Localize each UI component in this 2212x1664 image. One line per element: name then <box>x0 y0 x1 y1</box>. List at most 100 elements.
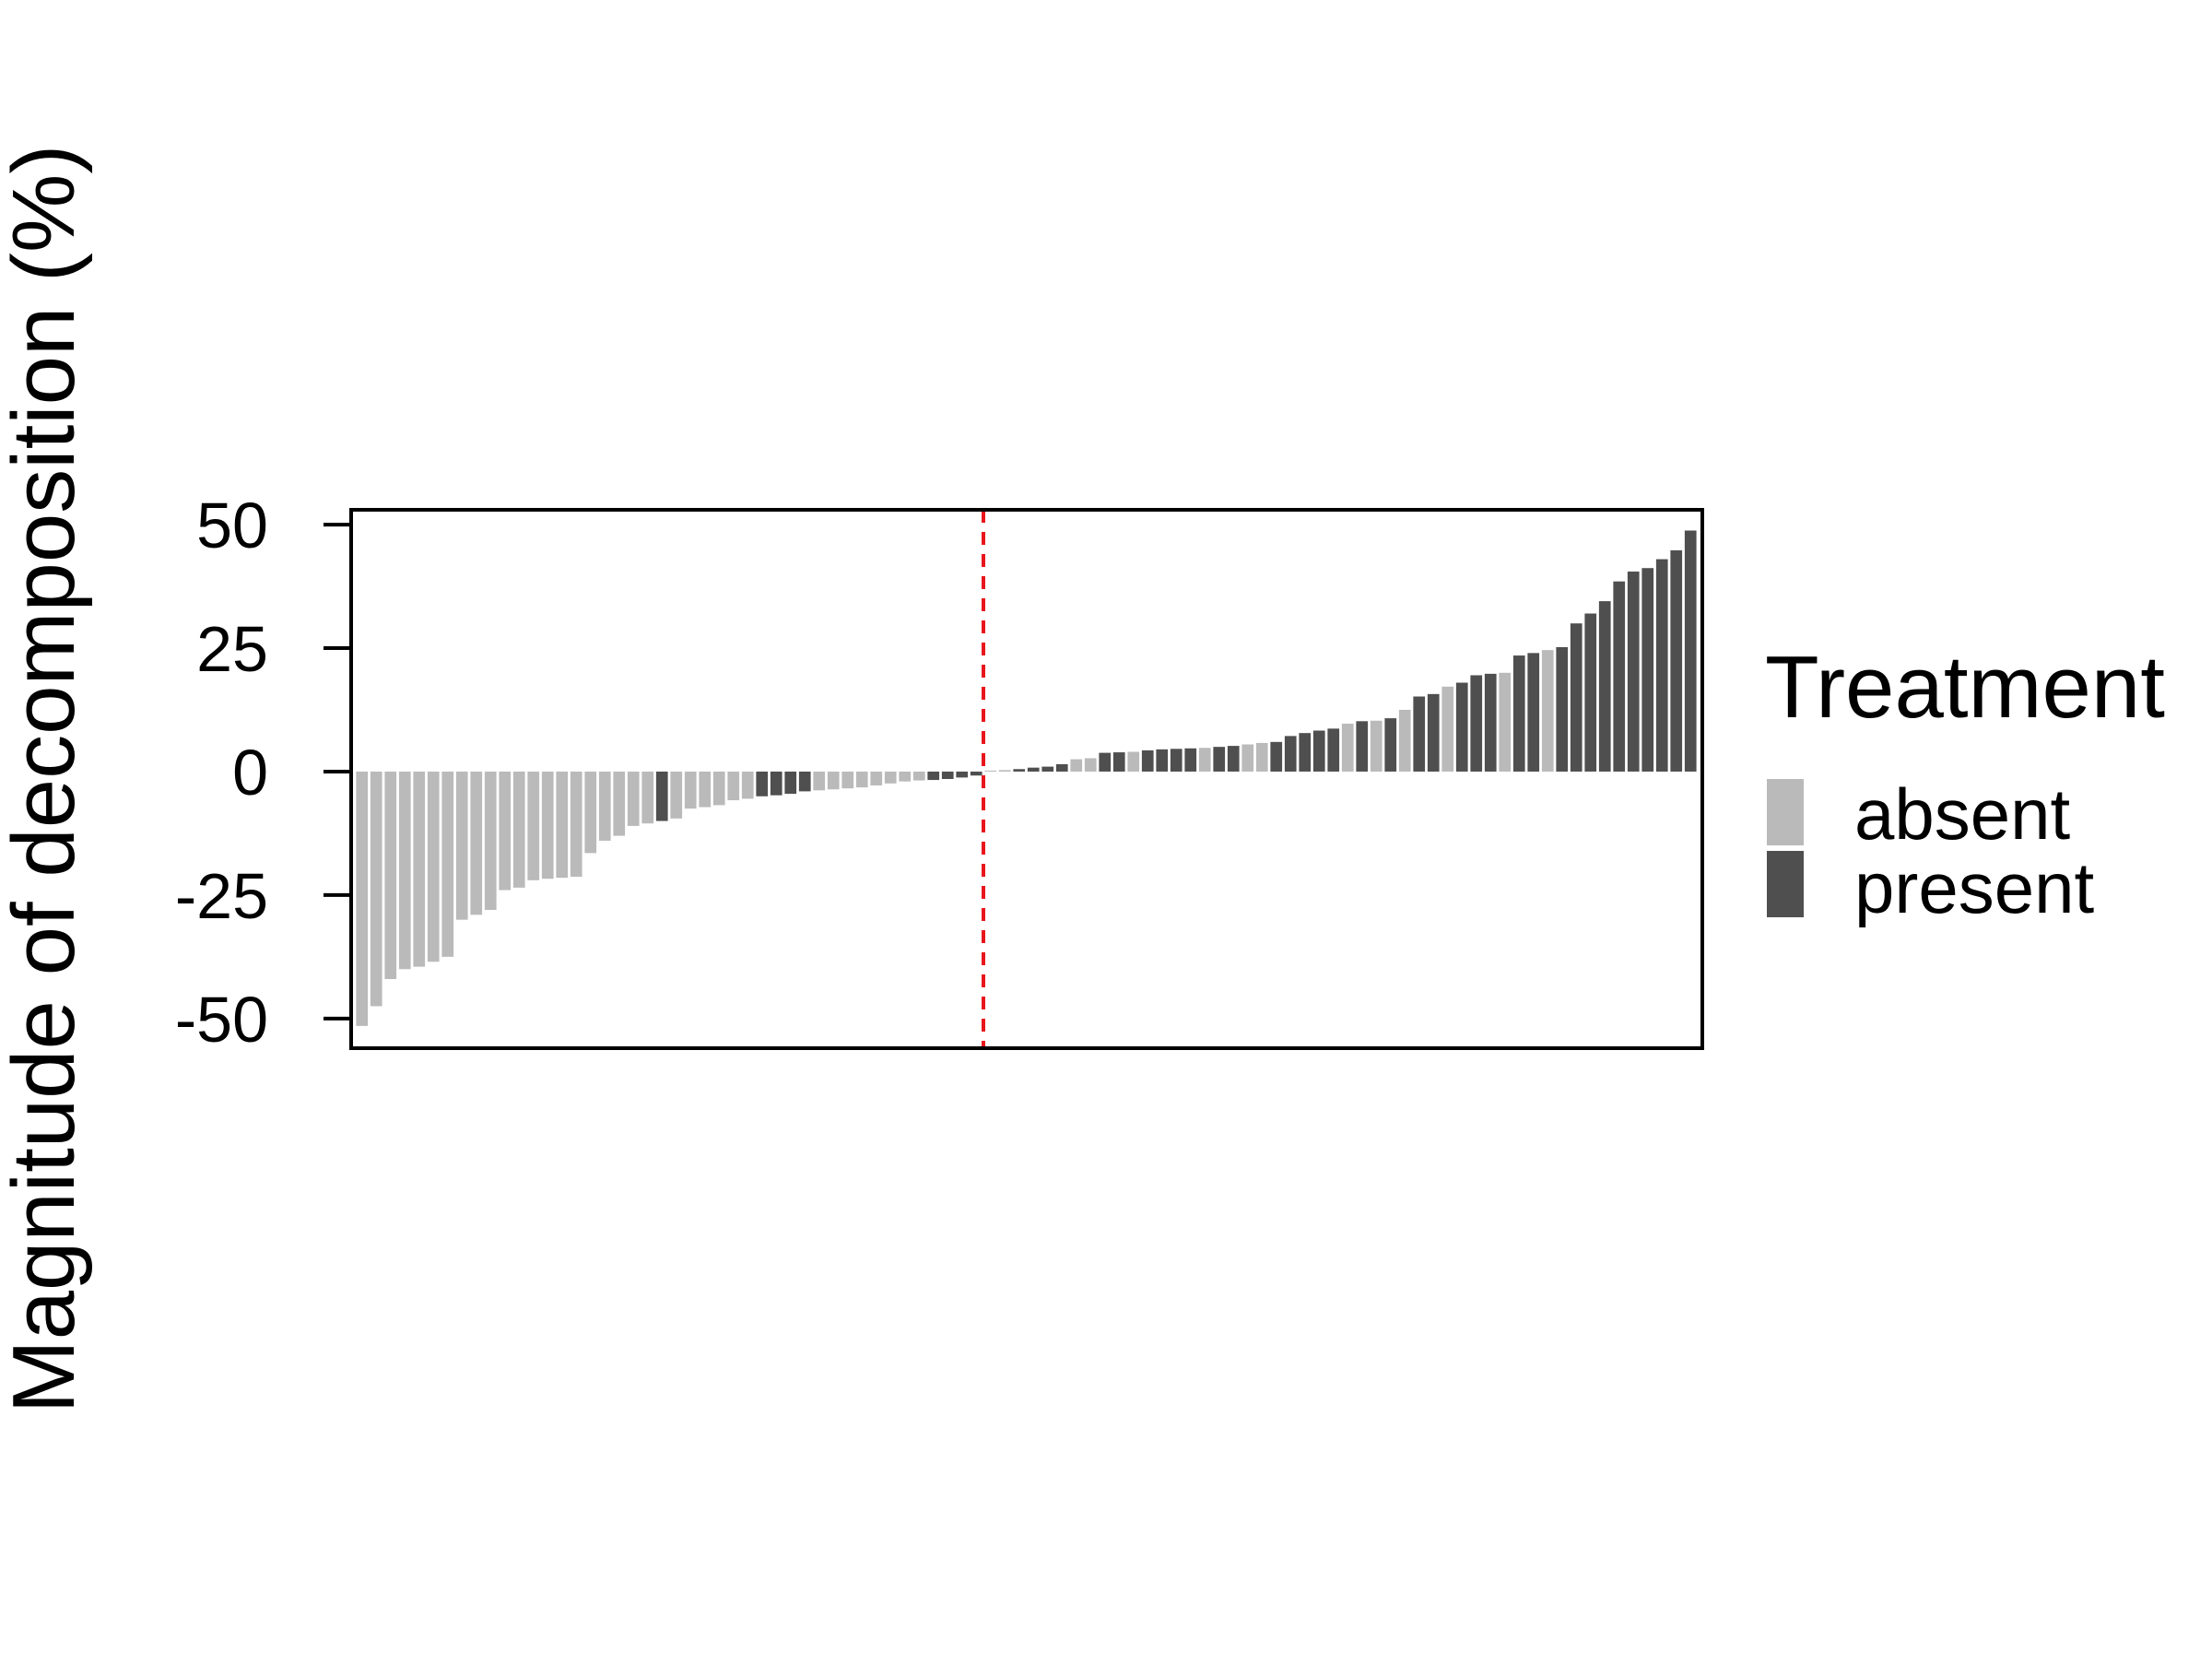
bar-present <box>1556 646 1569 772</box>
bar-absent <box>1441 686 1454 772</box>
bar-present <box>1284 736 1297 772</box>
bar-absent <box>1255 742 1268 772</box>
bar-absent <box>613 771 626 836</box>
legend-label-present: present <box>1854 847 2094 928</box>
bar-present <box>1299 733 1312 772</box>
y-tick-label: 50 <box>196 490 268 561</box>
bar-present <box>798 771 811 792</box>
bar-absent <box>727 771 740 801</box>
bar-present <box>1141 749 1154 772</box>
bar-absent <box>1198 748 1211 772</box>
y-tick-label: -25 <box>175 860 268 932</box>
bar-present <box>941 771 954 779</box>
bar-absent <box>684 771 697 809</box>
bar-present <box>1455 682 1468 772</box>
bar-absent <box>841 771 854 789</box>
bar-present <box>655 771 668 821</box>
bar-absent <box>484 771 497 910</box>
bar-absent <box>1127 751 1140 772</box>
bar-absent <box>455 771 468 920</box>
bar-absent <box>670 771 683 819</box>
bar-absent <box>584 771 597 854</box>
bar-absent <box>627 771 640 826</box>
bar-present <box>1184 748 1197 772</box>
legend-swatch-present <box>1767 851 1804 917</box>
bar-present <box>1427 693 1440 772</box>
bar-absent <box>556 771 569 879</box>
bar-absent <box>1084 758 1097 772</box>
bar-present <box>1598 601 1611 772</box>
bar-absent <box>370 771 382 1007</box>
legend-swatch-absent <box>1767 779 1804 845</box>
bar-absent <box>912 771 925 781</box>
bar-present <box>1570 623 1583 772</box>
bar-present <box>1170 749 1182 772</box>
bar-present <box>1413 696 1426 772</box>
bar-present <box>1013 769 1026 772</box>
bar-present <box>1627 571 1640 772</box>
bar-present <box>1641 568 1654 772</box>
bar-absent <box>413 771 426 967</box>
bar-present <box>956 771 969 778</box>
bar-absent <box>1370 720 1382 772</box>
bar-absent <box>512 771 525 888</box>
bar-absent <box>398 771 411 970</box>
bar-present <box>1312 730 1325 772</box>
bar-present <box>1327 728 1340 772</box>
bar-absent <box>1398 709 1411 772</box>
legend-label-absent: absent <box>1854 773 2071 855</box>
bar-absent <box>470 771 483 915</box>
bar-present <box>1484 673 1497 772</box>
bar-absent <box>427 771 440 962</box>
bar-present <box>1470 675 1483 772</box>
bar-absent <box>598 771 611 841</box>
bar-present <box>1227 746 1240 772</box>
bar-present <box>1670 549 1683 772</box>
bar-present <box>927 771 940 781</box>
bar-absent <box>541 771 554 879</box>
bar-present <box>1099 752 1112 772</box>
bar-absent <box>813 771 826 791</box>
bar-absent <box>1541 650 1554 772</box>
bar-absent <box>855 771 868 788</box>
y-tick-label: -50 <box>175 984 268 1056</box>
bar-absent <box>384 771 397 979</box>
bar-absent <box>499 771 512 891</box>
bar-absent <box>1241 744 1254 772</box>
bar-present <box>770 771 782 796</box>
bar-absent <box>641 771 654 824</box>
legend-title: Treatment <box>1765 638 2165 737</box>
y-axis-title: Magnitude of decomposition (%) <box>0 145 93 1414</box>
bar-present <box>970 771 982 776</box>
bar-absent <box>356 771 369 1026</box>
bar-absent <box>741 771 754 799</box>
bar-absent <box>870 771 883 785</box>
bar-present <box>1655 559 1668 772</box>
bar-present <box>756 771 769 797</box>
bar-absent <box>1499 672 1512 772</box>
y-axis: 50 25 0 -25 -50 <box>175 490 351 1056</box>
bar-present <box>1684 530 1697 772</box>
bar-present <box>1584 613 1597 772</box>
bar-absent <box>884 771 897 784</box>
bar-present <box>1270 741 1283 772</box>
bar-present <box>1356 721 1369 772</box>
bar-present <box>1527 653 1540 772</box>
bar-absent <box>998 770 1011 772</box>
plot-frame <box>349 508 1704 1050</box>
bar-present <box>1041 766 1054 772</box>
y-tick-label: 0 <box>232 737 268 808</box>
bar-present <box>784 771 797 795</box>
bar-absent <box>699 771 712 808</box>
bar-absent <box>1341 723 1354 772</box>
bar-absent <box>984 770 997 772</box>
bar-absent <box>899 771 912 782</box>
bar-present <box>1156 749 1169 772</box>
bar-present <box>1055 763 1068 772</box>
legend: Treatment absent present <box>1765 638 2165 928</box>
bar-absent <box>570 771 582 878</box>
bar-present <box>1613 581 1626 772</box>
bars-layer <box>356 530 1697 1026</box>
